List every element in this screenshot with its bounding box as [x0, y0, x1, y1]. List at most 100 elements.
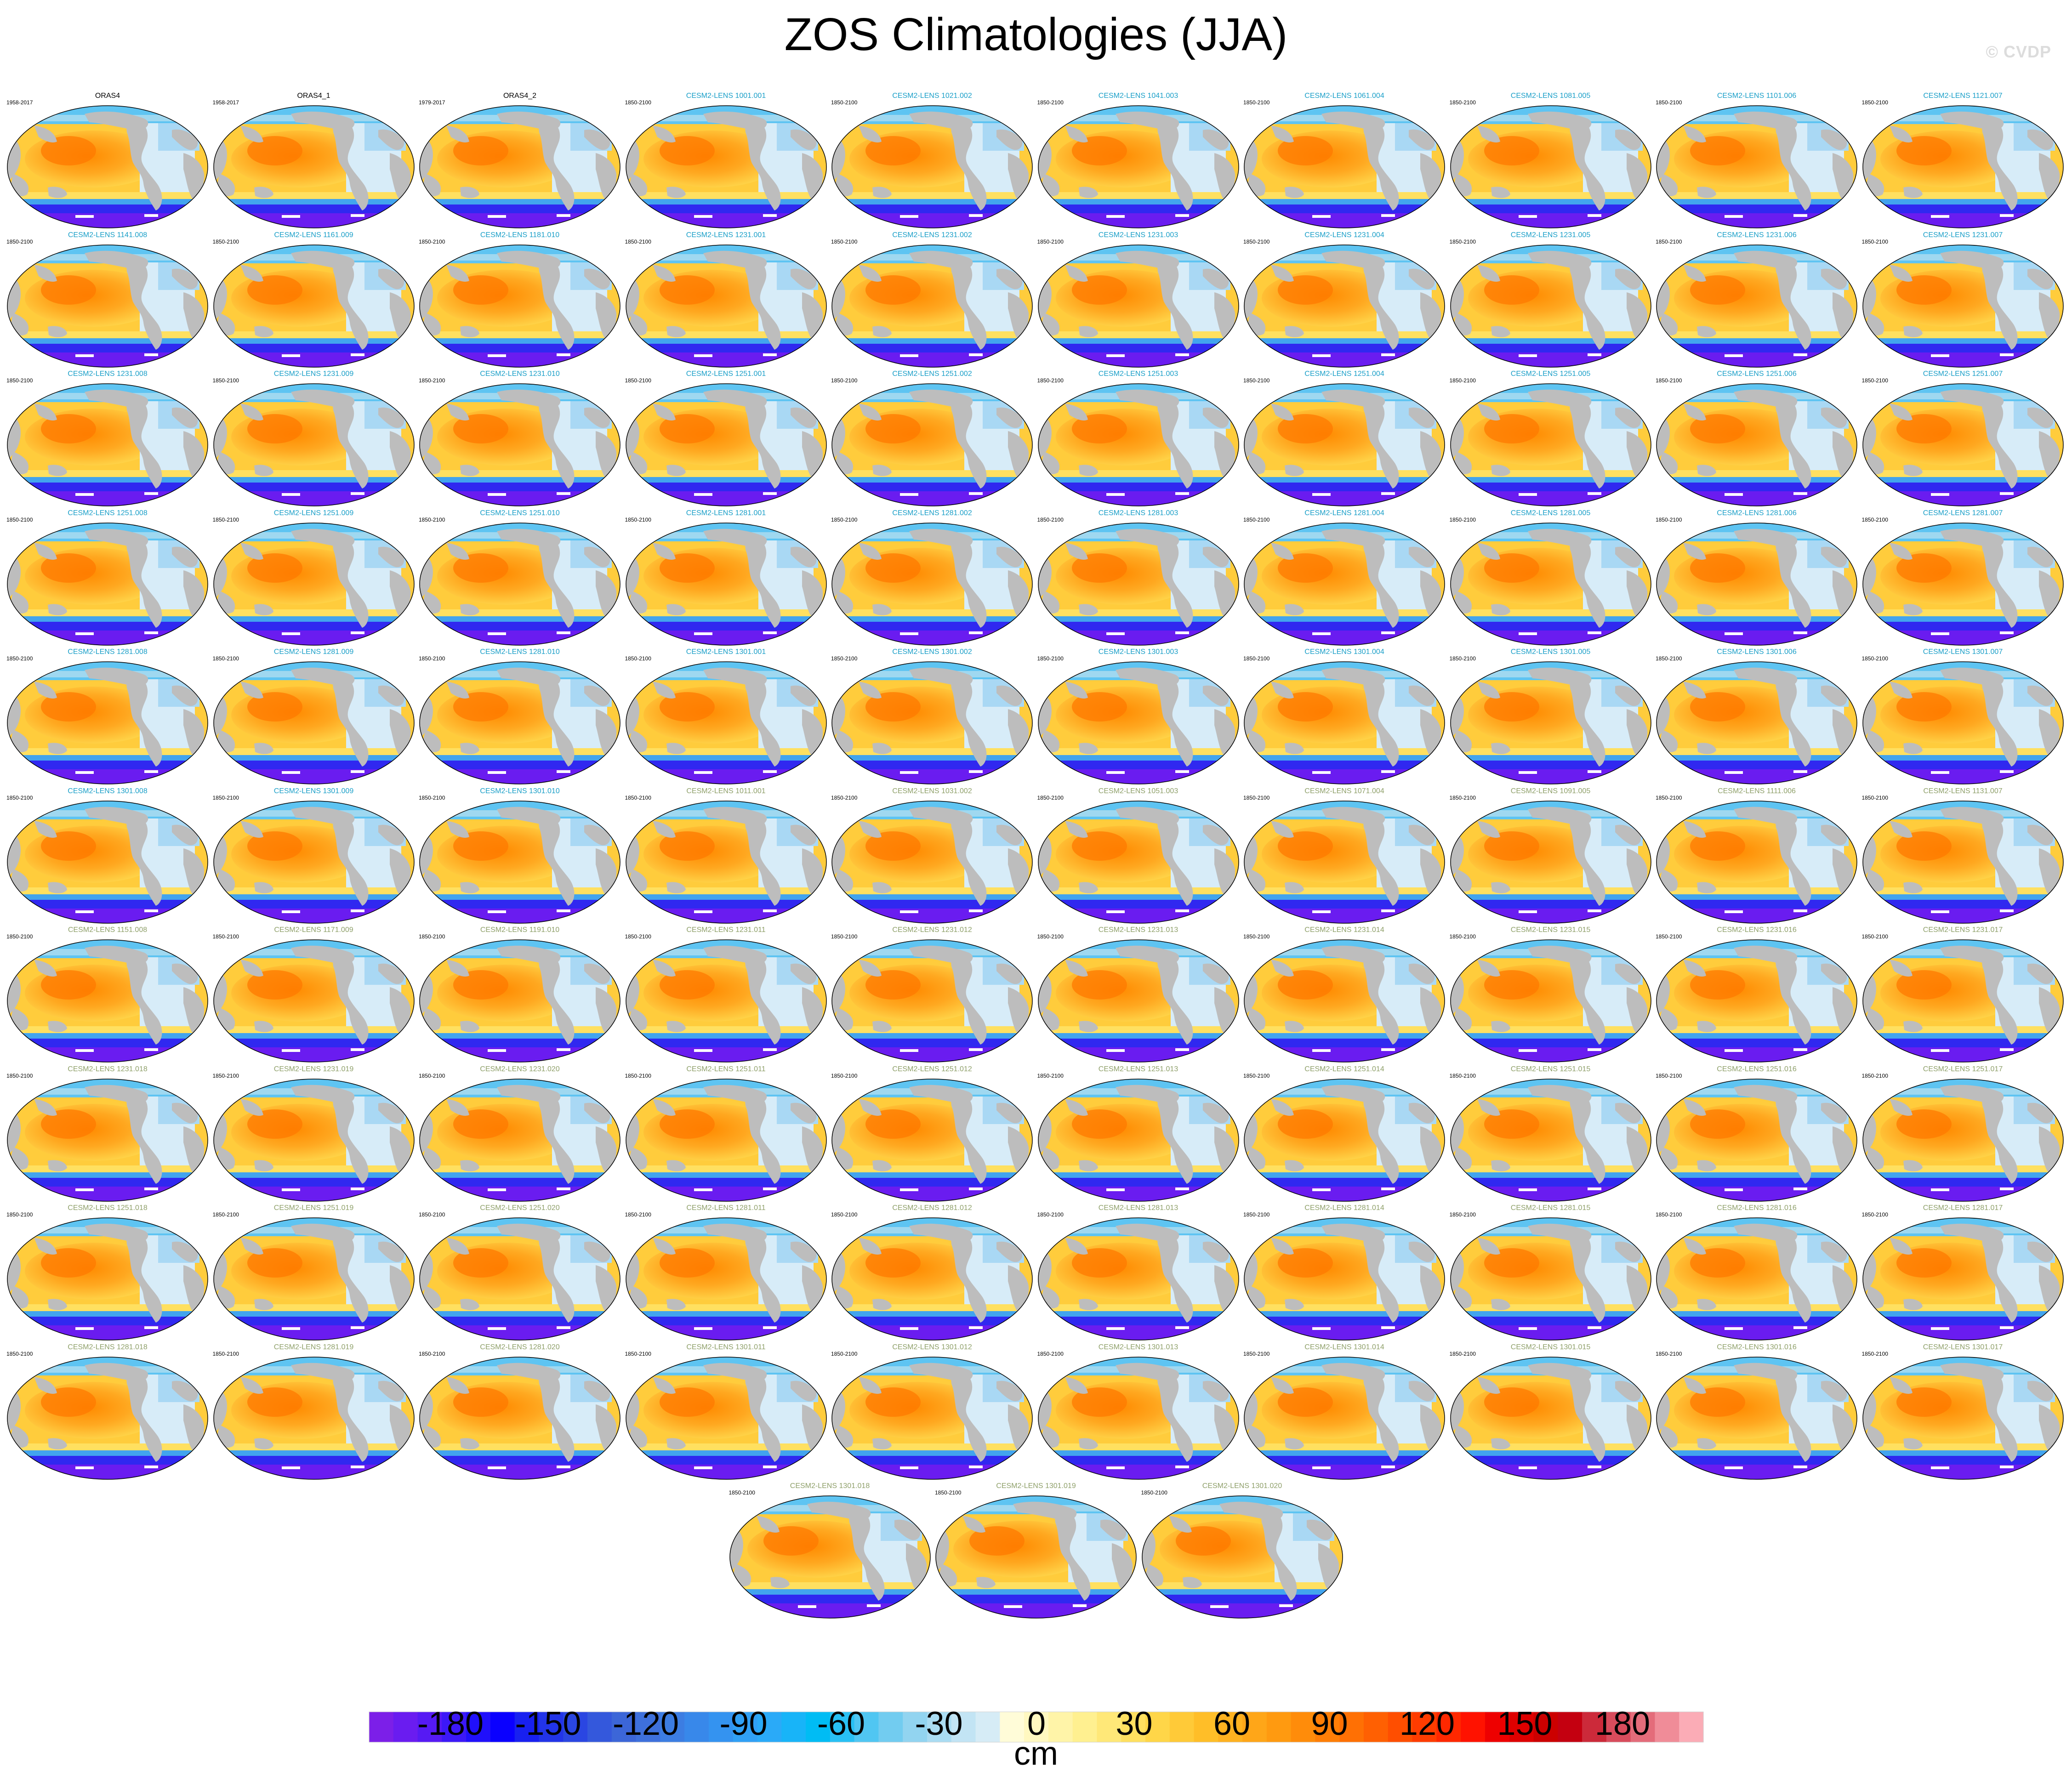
colorbar-swatch: [1606, 1712, 1631, 1742]
panel-years-label: 1850-2100: [212, 377, 239, 384]
colorbar-swatch: [1048, 1712, 1073, 1742]
world-map-plot: [1862, 522, 2064, 646]
map-panel: CESM2-LENS 1281.011 1850-2100: [625, 1204, 827, 1342]
panel-title: CESM2-LENS 1281.011: [686, 1204, 766, 1212]
panel-years-label: 1850-2100: [1037, 1211, 1064, 1218]
watermark: © CVDP: [1986, 42, 2051, 61]
map-panel: CESM2-LENS 1281.015 1850-2100: [1450, 1204, 1652, 1342]
colorbar-swatch: [684, 1712, 709, 1742]
panel-title: CESM2-LENS 1251.011: [686, 1065, 766, 1073]
colorbar-swatch: [636, 1712, 660, 1742]
map-panel: CESM2-LENS 1231.009 1850-2100: [213, 370, 415, 508]
panel-years-label: 1850-2100: [1861, 99, 1888, 106]
panel-years-label: 1850-2100: [1861, 794, 1888, 801]
colorbar-swatch: [369, 1712, 394, 1742]
map-panel: CESM2-LENS 1251.017 1850-2100: [1862, 1065, 2064, 1203]
panel-title: CESM2-LENS 1181.010: [480, 231, 560, 239]
map-panel: CESM2-LENS 1001.001 1850-2100: [625, 92, 827, 230]
world-map-plot: [831, 1217, 1033, 1341]
map-panel: CESM2-LENS 1251.002 1850-2100: [831, 370, 1033, 508]
map-panel: CESM2-LENS 1231.010 1850-2100: [419, 370, 621, 508]
panel-years-label: 1850-2100: [1037, 516, 1064, 523]
world-map-plot: [1656, 939, 1857, 1062]
panel-years-label: 1850-2100: [1861, 1072, 1888, 1079]
map-panel: CESM2-LENS 1251.020 1850-2100: [419, 1204, 621, 1342]
colorbar-swatch: [1412, 1712, 1437, 1742]
colorbar-swatch: [466, 1712, 491, 1742]
colorbar-swatch: [1630, 1712, 1656, 1742]
map-panel: CESM2-LENS 1281.007 1850-2100: [1862, 509, 2064, 647]
panel-title: CESM2-LENS 1231.005: [1510, 231, 1591, 239]
panel-years-label: 1979-2017: [419, 99, 445, 106]
panel-years-label: 1850-2100: [1861, 1211, 1888, 1218]
panel-years-label: 1850-2100: [1243, 655, 1270, 662]
world-map-plot: [625, 1217, 827, 1341]
map-panel: CESM2-LENS 1301.019 1850-2100: [935, 1482, 1137, 1620]
colorbar-swatch: [1461, 1712, 1486, 1742]
panel-years-label: 1850-2100: [729, 1489, 755, 1496]
colorbar-swatch: [781, 1712, 806, 1742]
panel-title: CESM2-LENS 1251.012: [892, 1065, 972, 1073]
panel-title: CESM2-LENS 1281.019: [273, 1343, 354, 1351]
colorbar-swatch: [393, 1712, 418, 1742]
colorbar-swatch: [1436, 1712, 1461, 1742]
world-map-plot: [1656, 383, 1857, 506]
map-panel: CESM2-LENS 1281.001 1850-2100: [625, 509, 827, 647]
world-map-plot: [7, 1217, 208, 1341]
world-map-plot: [7, 383, 208, 506]
map-panel: CESM2-LENS 1301.015 1850-2100: [1450, 1343, 1652, 1481]
panel-title: CESM2-LENS 1231.013: [1098, 926, 1178, 934]
colorbar-swatch: [806, 1712, 831, 1742]
panel-years-label: 1850-2100: [419, 1211, 445, 1218]
world-map-plot: [1656, 1078, 1857, 1202]
panel-years-label: 1850-2100: [1861, 1350, 1888, 1357]
map-panel: CESM2-LENS 1231.002 1850-2100: [831, 231, 1033, 369]
world-map-plot: [213, 800, 415, 924]
panel-years-label: 1850-2100: [6, 1211, 33, 1218]
colorbar-swatch: [975, 1712, 1000, 1742]
panel-years-label: 1850-2100: [1449, 655, 1476, 662]
panel-title: CESM2-LENS 1281.001: [686, 509, 766, 517]
panel-title: CESM2-LENS 1231.016: [1717, 926, 1797, 934]
panel-title: CESM2-LENS 1251.018: [68, 1204, 148, 1212]
panel-title: CESM2-LENS 1281.002: [892, 509, 972, 517]
panel-title: CESM2-LENS 1281.017: [1923, 1204, 2003, 1212]
panel-title: CESM2-LENS 1281.004: [1304, 509, 1384, 517]
panel-years-label: 1850-2100: [212, 933, 239, 940]
panel-years-label: 1850-2100: [1243, 99, 1270, 106]
panel-years-label: 1850-2100: [6, 1072, 33, 1079]
panel-title: CESM2-LENS 1281.003: [1098, 509, 1178, 517]
map-panel: CESM2-LENS 1251.009 1850-2100: [213, 509, 415, 647]
map-panel: CESM2-LENS 1281.020 1850-2100: [419, 1343, 621, 1481]
world-map-plot: [7, 661, 208, 784]
panel-title: CESM2-LENS 1191.010: [480, 926, 560, 934]
panel-years-label: 1850-2100: [625, 516, 651, 523]
colorbar-outline: [369, 1711, 1704, 1743]
world-map-plot: [831, 939, 1033, 1062]
map-panel: CESM2-LENS 1121.007 1850-2100: [1862, 92, 2064, 230]
world-map-plot: [1656, 661, 1857, 784]
panel-title: CESM2-LENS 1251.010: [480, 509, 560, 517]
panel-years-label: 1850-2100: [1656, 516, 1682, 523]
map-panel: CESM2-LENS 1281.013 1850-2100: [1037, 1204, 1240, 1342]
world-map-plot: [1450, 800, 1651, 924]
colorbar-swatch: [1655, 1712, 1679, 1742]
panel-years-label: 1850-2100: [831, 1350, 858, 1357]
panel-title: CESM2-LENS 1231.006: [1717, 231, 1797, 239]
panel-years-label: 1850-2100: [1243, 1211, 1270, 1218]
panel-years-label: 1850-2100: [625, 377, 651, 384]
panel-title: CESM2-LENS 1301.006: [1717, 648, 1797, 656]
map-panel: CESM2-LENS 1041.003 1850-2100: [1037, 92, 1240, 230]
colorbar-swatch: [927, 1712, 952, 1742]
world-map-plot: [419, 522, 620, 646]
panel-years-label: 1850-2100: [1243, 933, 1270, 940]
colorbar-swatch: [1266, 1712, 1292, 1742]
panel-title: CESM2-LENS 1231.014: [1304, 926, 1384, 934]
panel-years-label: 1850-2100: [831, 655, 858, 662]
map-panel: CESM2-LENS 1251.003 1850-2100: [1037, 370, 1240, 508]
panel-years-label: 1850-2100: [1449, 1350, 1476, 1357]
world-map-plot: [625, 383, 827, 506]
world-map-plot: [1862, 1217, 2064, 1341]
map-panel: CESM2-LENS 1251.014 1850-2100: [1243, 1065, 1446, 1203]
colorbar-swatch: [587, 1712, 612, 1742]
